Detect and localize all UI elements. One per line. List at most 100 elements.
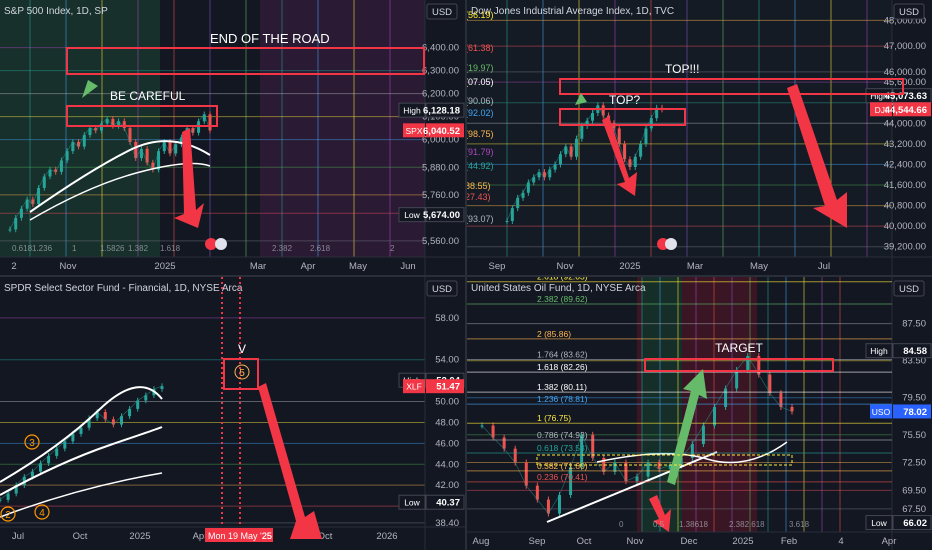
fib-time-label: 1.38618 (679, 520, 708, 529)
candle-body (768, 374, 772, 394)
candle-body (151, 162, 155, 170)
candle-body (111, 118, 115, 126)
y-tick-label: 43,200.00 (884, 139, 926, 150)
y-tick-label: 48,000.00 (884, 15, 926, 26)
fib-level-label: 1.236 (78.81) (537, 394, 588, 404)
currency-badge[interactable] (426, 3, 458, 20)
candle-body (88, 128, 92, 136)
candle-body (120, 416, 123, 425)
candle-body (59, 160, 63, 172)
y-tick-label: 5,560.00 (422, 236, 459, 247)
x-tick-label: Nov (60, 261, 77, 272)
price-badge-value-bg (425, 207, 465, 223)
candle-body (548, 169, 552, 178)
candle-body (134, 141, 138, 159)
candle-body (117, 121, 121, 126)
candle-body (47, 455, 51, 464)
candle-body (580, 125, 584, 139)
candle-body (191, 128, 195, 133)
chart-panel-uso[interactable]: 67.50 69.50 72.50 75.50 79.50 83.50 87.50 USD Au… (467, 277, 932, 550)
x-tick-label: Oct (73, 531, 88, 542)
candle-body (591, 434, 595, 458)
panel-divider-horizontal[interactable] (0, 275, 932, 277)
currency-badge[interactable] (893, 3, 925, 20)
candle-body (746, 356, 750, 370)
y-tick-label: 42.00 (435, 480, 459, 491)
chart-panel-dji[interactable]: 39,200.00 40,000.00 40,800.00 41,600.00 42,4… (467, 0, 932, 275)
wave-label: 4 (39, 508, 45, 519)
y-tick-label: 54.00 (435, 355, 459, 366)
annotation-end-of-road: END OF THE ROAD (210, 31, 330, 46)
flag-icon (665, 238, 677, 250)
wave-marker (24, 434, 40, 450)
wave-label: 5 (239, 368, 245, 379)
price-badge-label: Low (404, 498, 420, 508)
price-badge-value: 40.37 (436, 498, 460, 509)
fib-level-label: 1.764 (83.62) (537, 350, 588, 360)
chart-svg-dji[interactable]: 39,200.00 40,000.00 40,800.00 41,600.00 42,4… (467, 0, 932, 275)
y-tick-label: 83.50 (902, 356, 926, 367)
x-tick-label: Jul (818, 261, 830, 272)
y-tick-label: 87.50 (902, 319, 926, 330)
down-arrow-red (649, 495, 671, 532)
candle-body (144, 395, 148, 401)
candle-body (105, 118, 109, 124)
candle-body (202, 114, 206, 122)
candle-body (690, 444, 694, 458)
fib-label: (61.38) (467, 43, 494, 53)
price-badge-label-bg (398, 494, 426, 510)
annotation-be-careful: BE CAREFUL (110, 89, 186, 103)
y-tick-label: 38.40 (435, 518, 459, 529)
candle-body (65, 151, 69, 161)
candle-body (208, 114, 212, 131)
fib-label: (44.92) (467, 161, 494, 171)
x-tick-label: May (750, 261, 768, 272)
currency-badge[interactable] (893, 280, 925, 297)
fib-level-label: 2 (85.86) (537, 329, 571, 339)
candle-body (54, 169, 58, 172)
chart-title: Dow Jones Industrial Average Index, 1D, … (471, 6, 674, 17)
candle-body (516, 197, 520, 209)
candle-body (617, 128, 621, 144)
y-tick-label: 69.50 (902, 485, 926, 496)
price-badge-value: 84.58 (903, 346, 927, 357)
x-tick-label: Feb (781, 536, 797, 547)
chart-panel-spx[interactable]: 5,560.005,680.005,760.005,880.006,000.00… (0, 0, 465, 275)
candle-body (14, 485, 18, 494)
currency-label: USD (432, 7, 452, 18)
fib-label: (07.05) (467, 77, 494, 87)
candle-body (602, 457, 606, 472)
candle-body (585, 120, 589, 126)
candle-body (644, 128, 648, 144)
y-tick-label: 46.00 (435, 438, 459, 449)
price-badge-value: 66.02 (903, 518, 927, 529)
candle-body (19, 208, 23, 218)
fib-level-label: 1 (76.75) (537, 413, 571, 423)
candle-body (128, 408, 132, 417)
price-badge-value: 44,544.66 (885, 105, 927, 116)
wave-marker (0, 506, 16, 522)
chart-panel-xlf[interactable]: 38.4040.0042.0044.0046.0048.0050.0054.00… (0, 277, 465, 550)
y-tick-label: 6,300.00 (422, 66, 459, 77)
price-badge-label: Low (871, 518, 887, 528)
candle-body (111, 419, 115, 425)
up-arrow-green (575, 93, 587, 105)
chart-svg-spx[interactable]: 5,560.005,680.005,760.005,880.006,000.00… (0, 0, 465, 275)
y-tick-label: 5,880.00 (422, 162, 459, 173)
x-tick-label: Mar (687, 261, 703, 272)
currency-badge[interactable] (426, 280, 458, 297)
price-badge-label: XLF (406, 382, 422, 392)
candle-body (524, 462, 528, 486)
candle-body (757, 356, 761, 375)
candle-body (558, 494, 561, 514)
fib-level-label: 2.618 (92.03) (537, 277, 588, 282)
fib-time-label: 0 (619, 520, 624, 529)
x-tick-label: 2025 (129, 531, 150, 542)
chart-svg-uso[interactable]: 67.50 69.50 72.50 75.50 79.50 83.50 87.50 USD Au… (467, 277, 932, 550)
candle-body (790, 407, 794, 412)
chart-svg-xlf[interactable]: 38.4040.0042.0044.0046.0048.0050.0054.00… (0, 277, 465, 550)
y-tick-label: 44.00 (435, 459, 459, 470)
top-box (559, 78, 904, 95)
candle-body (601, 105, 605, 116)
candle-body (25, 199, 29, 209)
